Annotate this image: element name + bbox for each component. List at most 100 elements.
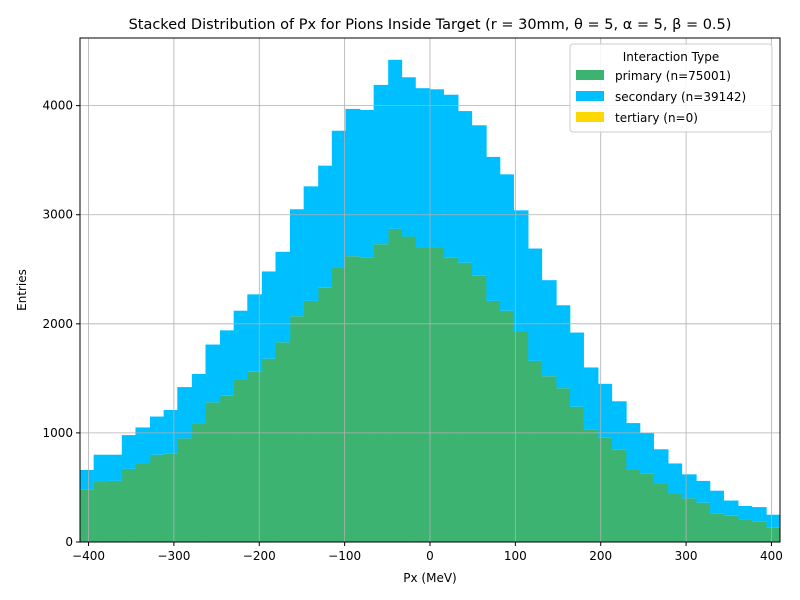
bar-s1-b11: [233, 310, 248, 380]
bar-s0-b38: [611, 449, 627, 542]
bar-s0-b12: [247, 371, 263, 542]
y-tick-label-2: 2000: [42, 317, 73, 331]
bar-s1-b3: [121, 435, 136, 469]
bar-s1-b35: [570, 332, 584, 407]
bar-s0-b27: [458, 262, 473, 542]
bar-s0-b37: [598, 437, 613, 542]
bar-s1-b9: [205, 344, 221, 403]
bar-s1-b18: [331, 130, 346, 268]
bar-s0-b48: [751, 521, 767, 542]
bar-s1-b34: [556, 305, 571, 389]
bar-s1-b33: [541, 280, 557, 377]
bar-s0-b10: [220, 395, 234, 542]
bar-s1-b12: [247, 294, 263, 372]
x-tick-label-6: 200: [589, 549, 612, 563]
bar-s1-b7: [177, 387, 193, 439]
bar-s1-b2: [107, 454, 123, 481]
bar-s0-b22: [388, 228, 403, 542]
x-tick-label-8: 400: [760, 549, 783, 563]
bar-s1-b28: [471, 125, 487, 276]
bar-s0-b11: [233, 379, 248, 542]
bar-s0-b16: [303, 300, 319, 542]
bar-s1-b29: [486, 156, 501, 301]
legend-frame: [569, 43, 773, 133]
bar-s1-b26: [443, 94, 459, 258]
bar-s1-b5: [150, 416, 164, 455]
bar-s1-b36: [583, 367, 599, 430]
bar-s1-b27: [458, 111, 473, 263]
bar-s1-b6: [163, 410, 178, 454]
bar-s0-b34: [556, 388, 571, 542]
bar-s0-b13: [261, 358, 276, 542]
bar-s0-b15: [290, 316, 304, 542]
legend-label-tertiary: tertiary (n=0): [615, 111, 698, 125]
bar-s1-b41: [653, 449, 669, 484]
chart-title: Stacked Distribution of Px for Pions Ins…: [129, 17, 732, 33]
bar-s0-b21: [373, 244, 389, 542]
bar-s1-b19: [345, 108, 361, 257]
bar-s0-b32: [528, 360, 543, 542]
legend-title: Interaction Type: [623, 50, 719, 64]
bar-s0-b31: [513, 331, 529, 542]
bar-s0-b47: [738, 519, 753, 542]
bar-s1-b40: [640, 432, 654, 474]
bar-s1-b32: [528, 248, 543, 361]
bar-s1-b48: [751, 507, 767, 522]
bar-s1-b17: [318, 165, 333, 288]
bar-s1-b43: [681, 474, 697, 499]
bar-s0-b28: [471, 275, 487, 542]
bar-s1-b13: [261, 271, 276, 359]
bar-s0-b1: [93, 482, 108, 542]
bar-s0-b36: [583, 429, 599, 542]
x-tick-label-3: −100: [328, 549, 361, 563]
bar-s1-b38: [611, 401, 627, 450]
bar-s0-b25: [430, 247, 444, 543]
bar-s0-b40: [640, 473, 654, 542]
bar-s1-b24: [415, 88, 431, 248]
bar-s1-b15: [290, 209, 304, 317]
bar-s0-b5: [150, 454, 164, 542]
bar-s0-b8: [191, 423, 206, 542]
bar-s0-b35: [570, 406, 584, 542]
bar-s1-b0: [80, 470, 94, 490]
legend-label-primary: primary (n=75001): [615, 69, 731, 83]
bar-s0-b23: [401, 236, 416, 542]
bar-s0-b24: [415, 247, 431, 543]
bar-s0-b29: [486, 300, 501, 542]
y-tick-label-4: 4000: [42, 99, 73, 113]
bar-s1-b49: [766, 514, 781, 528]
x-tick-label-4: 0: [426, 549, 434, 563]
bar-s1-b1: [93, 454, 108, 482]
bar-s1-b10: [220, 330, 234, 396]
bar-s1-b30: [500, 174, 514, 311]
y-tick-label-3: 3000: [42, 208, 73, 222]
y-tick-label-0: 0: [65, 535, 73, 549]
x-axis-ticks: −400 −300 −200 −100 0 100 200 300 400: [72, 542, 783, 563]
bar-s1-b16: [303, 186, 319, 301]
bar-s1-b44: [696, 480, 711, 503]
bar-s0-b42: [668, 494, 683, 542]
bar-s0-b0: [80, 489, 94, 542]
bar-s1-b8: [191, 374, 206, 424]
bar-layer: [80, 59, 781, 543]
bar-s1-b14: [275, 251, 291, 343]
bar-s1-b25: [430, 89, 444, 248]
x-tick-label-1: −300: [157, 549, 190, 563]
bar-s1-b23: [401, 77, 416, 237]
bar-s0-b20: [360, 257, 374, 542]
bar-s0-b45: [710, 513, 724, 542]
x-tick-label-0: −400: [72, 549, 105, 563]
bar-s0-b39: [626, 470, 641, 542]
bar-s1-b45: [710, 490, 724, 514]
x-tick-label-2: −200: [243, 549, 276, 563]
bar-s1-b22: [388, 59, 403, 229]
x-axis-label: Px (MeV): [403, 571, 456, 585]
bar-s1-b4: [135, 427, 151, 464]
bar-s1-b37: [598, 383, 613, 438]
bar-s0-b6: [163, 453, 178, 542]
bar-s1-b39: [626, 423, 641, 470]
bar-s1-b21: [373, 84, 389, 245]
bar-s0-b7: [177, 438, 193, 542]
y-axis-ticks: 0 1000 2000 3000 4000: [42, 99, 80, 549]
